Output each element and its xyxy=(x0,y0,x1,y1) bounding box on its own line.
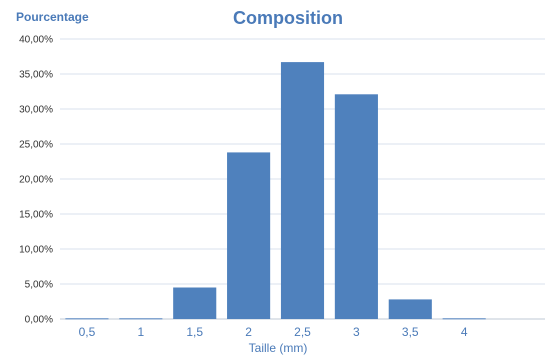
bar xyxy=(119,318,163,320)
bar xyxy=(173,287,217,319)
x-tick-label: 2 xyxy=(245,325,252,339)
x-tick-label: 1,5 xyxy=(186,325,203,339)
x-tick-label: 2,5 xyxy=(294,325,311,339)
x-tick-labels: 0,5 1 1,5 2 2,5 3 3,5 4 xyxy=(79,325,468,339)
y-tick-labels: 0,00% 5,00% 10,00% 15,00% 20,00% 25,00% 30,00%… xyxy=(19,35,53,326)
y-tick-label: 15,00% xyxy=(19,210,53,221)
y-tick-label: 25,00% xyxy=(19,140,53,151)
y-tick-label: 35,00% xyxy=(19,70,53,81)
x-tick-label: 3 xyxy=(353,325,360,339)
y-tick-label: 20,00% xyxy=(19,175,53,186)
bar xyxy=(334,94,378,319)
y-axis-label: Pourcentage xyxy=(16,10,89,24)
y-tick-label: 5,00% xyxy=(25,280,53,291)
x-tick-label: 3,5 xyxy=(402,325,419,339)
x-tick-label: 1 xyxy=(137,325,144,339)
y-tick-label: 40,00% xyxy=(19,35,53,46)
x-tick-label: 0,5 xyxy=(79,325,96,339)
bar xyxy=(65,318,109,320)
bars xyxy=(65,62,486,320)
chart-title: Composition xyxy=(233,8,343,28)
bar xyxy=(227,152,271,319)
x-axis-label: Taille (mm) xyxy=(249,341,308,355)
bar xyxy=(442,318,486,320)
bar xyxy=(388,299,432,319)
bar xyxy=(280,62,325,319)
y-tick-label: 10,00% xyxy=(19,245,53,256)
y-tick-label: 30,00% xyxy=(19,105,53,116)
y-tick-label: 0,00% xyxy=(25,315,53,326)
x-tick-label: 4 xyxy=(461,325,468,339)
